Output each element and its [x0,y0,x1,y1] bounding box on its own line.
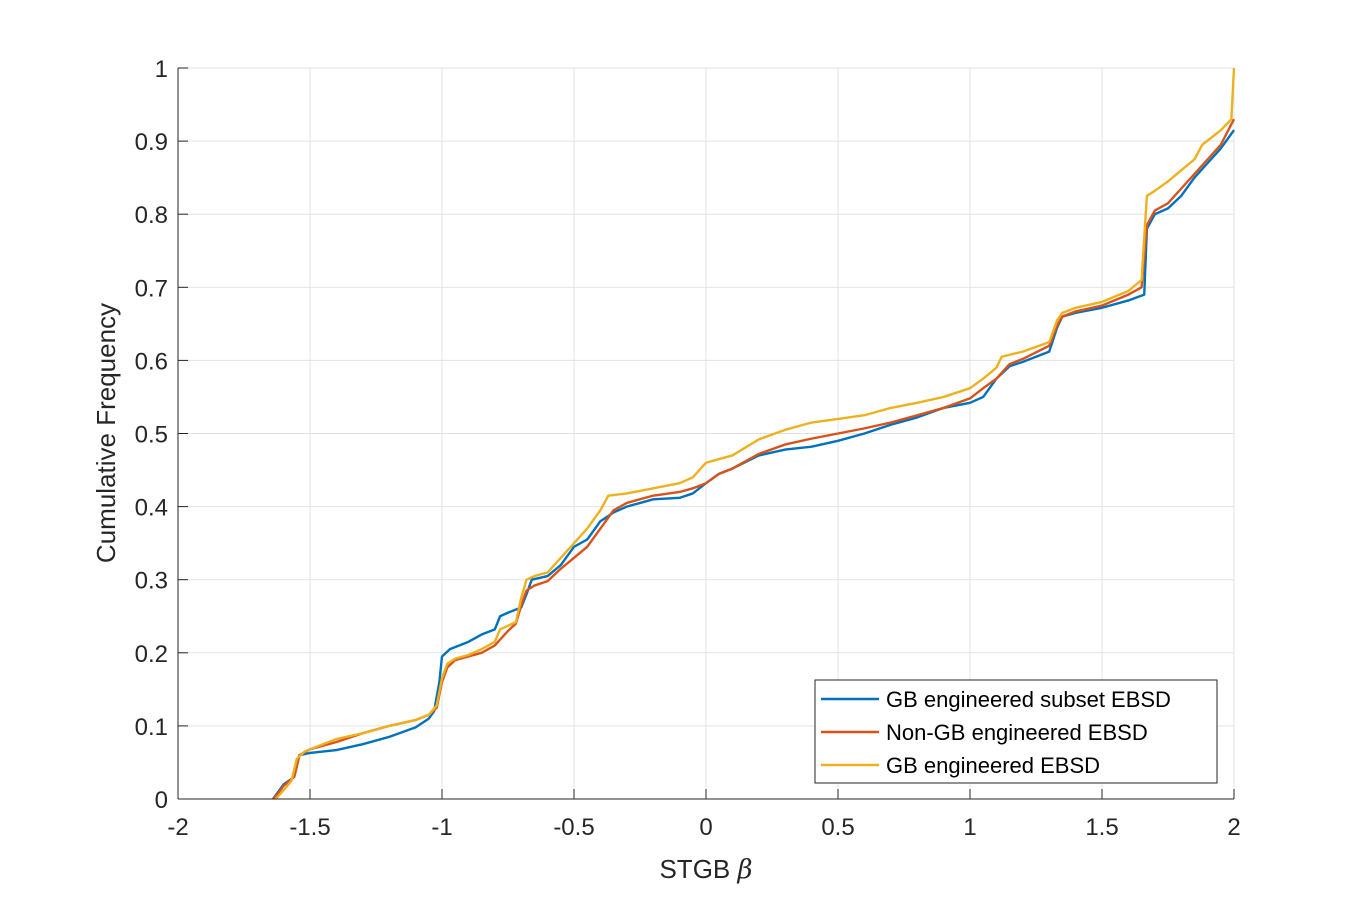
series-group [272,67,1236,800]
legend-label-1: Non-GB engineered EBSD [886,720,1148,745]
legend-label-0: GB engineered subset EBSD [886,687,1171,712]
x-tick-label: 0.5 [821,814,854,841]
y-tick-label: 0.7 [135,275,168,302]
y-tick-label: 1 [155,56,168,83]
legend-box [814,679,1218,784]
x-tick-label: 1.5 [1085,814,1118,841]
x-axis-label-text: STGB [659,854,730,884]
legend-label-2: GB engineered EBSD [886,753,1100,778]
y-tick-label: 0.9 [135,129,168,156]
y-tick-label: 0 [155,787,168,814]
x-tick-label: -2 [167,814,188,841]
y-axis-label: Cumulative Frequency [91,303,121,563]
y-tick-label: 0.3 [135,568,168,595]
axes [177,67,1235,800]
x-tick-label: 0 [699,814,712,841]
y-tick-labels: 0 0.1 0.2 0.3 0.4 0.5 0.6 0.7 0.8 0.9 1 [135,56,168,814]
x-axis-label-symbol: β [737,855,753,885]
x-tick-labels: -2 -1.5 -1 -0.5 0 0.5 1 1.5 2 [167,814,1240,841]
y-tick-label: 0.6 [135,348,168,375]
x-tick-label: -1 [431,814,452,841]
grid [177,67,1235,800]
x-tick-label: -0.5 [553,814,594,841]
x-axis-label: STGB β [659,854,752,885]
y-tick-label: 0.1 [135,714,168,741]
legend: GB engineered subset EBSD Non-GB engineer… [814,679,1218,784]
y-tick-label: 0.8 [135,202,168,229]
y-tick-label: 0.5 [135,422,168,449]
y-tick-label: 0.4 [135,495,168,522]
series-line-0 [272,129,1235,800]
x-tick-label: -1.5 [289,814,330,841]
x-tick-label: 1 [963,814,976,841]
x-tick-label: 2 [1227,814,1240,841]
y-tick-label: 0.2 [135,641,168,668]
series-line-2 [274,67,1236,800]
